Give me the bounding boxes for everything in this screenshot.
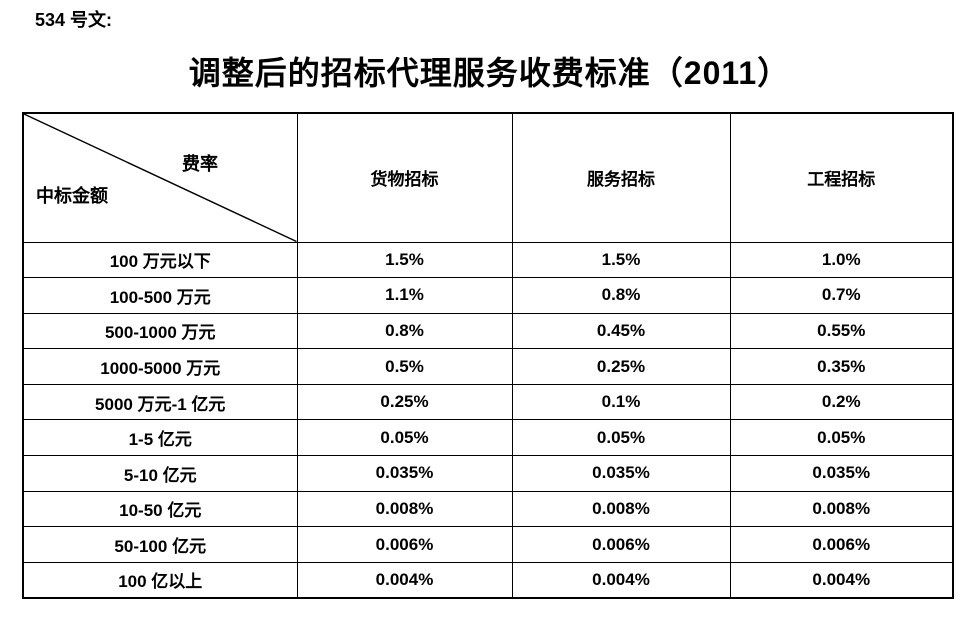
rate-value-cell: 0.008% (729, 490, 954, 528)
rate-value-cell: 0.5% (296, 348, 513, 385)
amount-range-cell: 1-5 亿元 (22, 419, 298, 457)
header-row: 费率 中标金额 货物招标 服务招标 工程招标 (22, 112, 954, 243)
diagonal-divider-line (24, 114, 297, 242)
amount-range-cell: 5-10 亿元 (22, 455, 298, 492)
rate-value-cell: 0.45% (511, 312, 731, 350)
rate-value-cell: 0.8% (296, 312, 513, 350)
fee-rate-table: 费率 中标金额 货物招标 服务招标 工程招标 100 万元以下 1.5% 1.5% 1… (22, 112, 954, 599)
table-row: 5-10 亿元 0.035% 0.035% 0.035% (22, 455, 954, 492)
corner-cell: 费率 中标金额 (22, 112, 298, 243)
rate-value-cell: 0.25% (511, 348, 731, 385)
amount-range-cell: 10-50 亿元 (22, 490, 298, 528)
column-header-service-bidding: 服务招标 (511, 112, 731, 243)
rate-value-cell: 1.5% (511, 241, 731, 279)
table-row: 100 亿以上 0.004% 0.004% 0.004% (22, 561, 954, 599)
amount-range-cell: 100 万元以下 (22, 241, 298, 279)
rate-value-cell: 0.1% (511, 383, 731, 421)
rate-value-cell: 0.25% (296, 383, 513, 421)
rate-value-cell: 0.006% (296, 526, 513, 563)
rate-value-cell: 0.35% (729, 348, 954, 385)
rate-value-cell: 0.035% (296, 455, 513, 492)
rate-value-cell: 0.008% (296, 490, 513, 528)
table-row: 10-50 亿元 0.008% 0.008% 0.008% (22, 490, 954, 528)
table-row: 50-100 亿元 0.006% 0.006% 0.006% (22, 526, 954, 563)
rate-value-cell: 1.5% (296, 241, 513, 279)
amount-range-cell: 1000-5000 万元 (22, 348, 298, 385)
amount-range-cell: 100-500 万元 (22, 277, 298, 314)
rate-value-cell: 0.006% (511, 526, 731, 563)
table-row: 100-500 万元 1.1% 0.8% 0.7% (22, 277, 954, 314)
rate-value-cell: 0.8% (511, 277, 731, 314)
column-header-engineering-bidding: 工程招标 (729, 112, 954, 243)
doc-number-label: 534 号文: (35, 10, 113, 30)
rate-value-cell: 0.7% (729, 277, 954, 314)
rate-value-cell: 1.0% (729, 241, 954, 279)
rate-value-cell: 0.05% (511, 419, 731, 457)
amount-range-cell: 5000 万元-1 亿元 (22, 383, 298, 421)
table-row: 5000 万元-1 亿元 0.25% 0.1% 0.2% (22, 383, 954, 421)
amount-range-cell: 100 亿以上 (22, 561, 298, 599)
rate-value-cell: 0.004% (511, 561, 731, 599)
rate-value-cell: 1.1% (296, 277, 513, 314)
corner-label-rate: 费率 (182, 154, 218, 174)
rate-value-cell: 0.55% (729, 312, 954, 350)
table-row: 1-5 亿元 0.05% 0.05% 0.05% (22, 419, 954, 457)
rate-value-cell: 0.035% (511, 455, 731, 492)
rate-value-cell: 0.05% (296, 419, 513, 457)
table-row: 1000-5000 万元 0.5% 0.25% 0.35% (22, 348, 954, 385)
rate-value-cell: 0.2% (729, 383, 954, 421)
amount-range-cell: 500-1000 万元 (22, 312, 298, 350)
rate-value-cell: 0.004% (296, 561, 513, 599)
rate-value-cell: 0.035% (729, 455, 954, 492)
rate-value-cell: 0.008% (511, 490, 731, 528)
table-row: 500-1000 万元 0.8% 0.45% 0.55% (22, 312, 954, 350)
rate-value-cell: 0.05% (729, 419, 954, 457)
corner-label-amount: 中标金额 (36, 186, 108, 206)
rate-value-cell: 0.006% (729, 526, 954, 563)
column-header-goods-bidding: 货物招标 (296, 112, 513, 243)
page-title: 调整后的招标代理服务收费标准（2011） (188, 55, 791, 91)
amount-range-cell: 50-100 亿元 (22, 526, 298, 563)
table-row: 100 万元以下 1.5% 1.5% 1.0% (22, 241, 954, 279)
rate-value-cell: 0.004% (729, 561, 954, 599)
